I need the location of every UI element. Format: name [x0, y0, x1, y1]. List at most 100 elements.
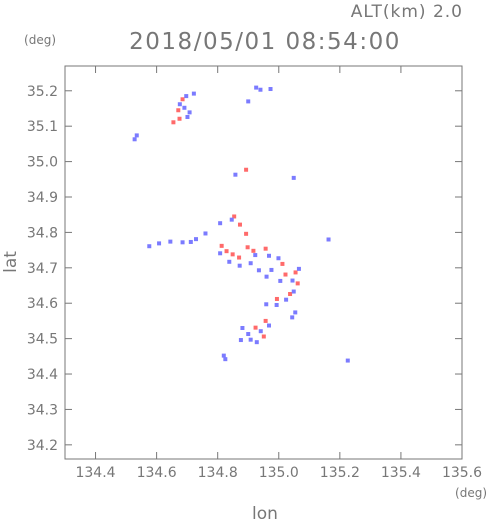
echo-point — [248, 337, 253, 342]
echo-point — [268, 87, 273, 92]
echo-point — [187, 110, 192, 115]
echo-point — [293, 310, 298, 315]
echo-point — [290, 315, 295, 320]
echo-point — [237, 222, 242, 227]
echo-point — [253, 253, 258, 258]
echo-point — [254, 340, 259, 345]
echo-point — [182, 105, 187, 110]
x-axis: 134.4 134.6 134.8 135.0 135.2 135.4 135.6 — [75, 66, 482, 481]
echo-point — [244, 167, 249, 172]
y-tick-label: 34.2 — [27, 438, 58, 454]
echo-points — [132, 85, 350, 363]
y-tick-label: 34.9 — [27, 190, 58, 206]
echo-point — [177, 116, 182, 121]
altitude-label: ALT(km) 2.0 — [351, 2, 463, 22]
echo-point — [253, 325, 258, 330]
echo-point — [280, 261, 285, 266]
x-tick-label: 135.4 — [381, 465, 421, 481]
echo-point — [261, 334, 266, 339]
echo-point — [188, 239, 193, 244]
echo-point — [221, 353, 226, 358]
x-tick-label: 135.6 — [442, 465, 482, 481]
echo-point — [194, 237, 199, 242]
echo-point — [295, 281, 300, 286]
echo-point — [132, 137, 137, 142]
echo-point — [237, 255, 242, 260]
echo-point — [240, 326, 245, 330]
y-axis: 34.2 34.3 34.4 34.5 34.6 34.7 34.8 34.9 35.0 35.1… — [27, 84, 462, 454]
y-tick-label: 34.5 — [27, 332, 58, 348]
echo-point — [291, 175, 296, 180]
echo-point — [180, 240, 185, 245]
echo-point — [223, 357, 228, 362]
echo-point — [176, 108, 181, 113]
echo-point — [288, 292, 293, 297]
x-tick-label: 135.2 — [320, 465, 360, 481]
echo-point — [251, 248, 256, 253]
echo-point — [345, 358, 350, 363]
plot-frame — [64, 65, 463, 460]
y-tick-label: 34.4 — [27, 367, 58, 383]
echo-point — [266, 323, 271, 328]
echo-point — [246, 332, 251, 337]
echo-point — [229, 217, 234, 222]
echo-point — [263, 246, 268, 251]
echo-point — [191, 91, 196, 96]
x-tick-label: 134.8 — [198, 465, 238, 481]
echo-point — [284, 297, 289, 302]
echo-point — [218, 251, 223, 256]
x-axis-label: lon — [252, 504, 278, 521]
echo-point — [278, 278, 283, 283]
y-tick-label: 35.2 — [27, 84, 58, 100]
echo-point — [233, 172, 238, 177]
y-tick-label: 35.1 — [27, 119, 58, 135]
echo-point — [283, 272, 288, 277]
echo-point — [134, 133, 139, 138]
echo-point — [224, 249, 229, 254]
echo-point — [264, 302, 269, 307]
echo-point — [256, 268, 261, 273]
y-unit-label: (deg) — [24, 33, 56, 47]
echo-point — [264, 274, 269, 279]
echo-point — [177, 102, 182, 107]
echo-point — [266, 253, 271, 258]
echo-point — [232, 214, 237, 219]
echo-point — [238, 338, 243, 343]
y-tick-label: 34.6 — [27, 296, 58, 312]
echo-point — [326, 237, 331, 242]
x-unit-label: (deg) — [455, 486, 487, 500]
echo-point — [258, 87, 263, 92]
y-axis-label: lat — [1, 251, 21, 273]
echo-point — [258, 329, 263, 334]
echo-point — [245, 245, 250, 250]
echo-point — [219, 243, 224, 248]
echo-point — [157, 241, 162, 246]
y-tick-label: 35.0 — [27, 155, 58, 171]
echo-point — [248, 261, 253, 266]
echo-point — [218, 221, 223, 226]
chart-title: 2018/05/01 08:54:00 — [129, 29, 401, 55]
y-tick-label: 34.3 — [27, 402, 58, 418]
echo-point — [254, 85, 259, 90]
echo-point — [246, 99, 251, 104]
x-tick-label: 134.4 — [75, 465, 115, 481]
echo-point — [274, 296, 279, 301]
echo-point — [171, 120, 176, 125]
echo-point — [276, 256, 281, 261]
echo-point — [296, 266, 301, 271]
echo-point — [293, 270, 298, 275]
x-tick-label: 135.0 — [259, 465, 299, 481]
echo-point — [290, 278, 295, 283]
y-tick-label: 34.7 — [27, 261, 58, 277]
x-tick-label: 134.6 — [137, 465, 177, 481]
echo-point — [168, 239, 173, 244]
echo-point — [263, 318, 268, 323]
echo-point — [274, 302, 279, 307]
echo-point — [203, 231, 208, 236]
echo-point — [185, 114, 190, 119]
echo-point — [291, 289, 296, 294]
echo-point — [180, 97, 185, 102]
echo-point — [227, 259, 232, 264]
echo-point — [237, 263, 242, 268]
